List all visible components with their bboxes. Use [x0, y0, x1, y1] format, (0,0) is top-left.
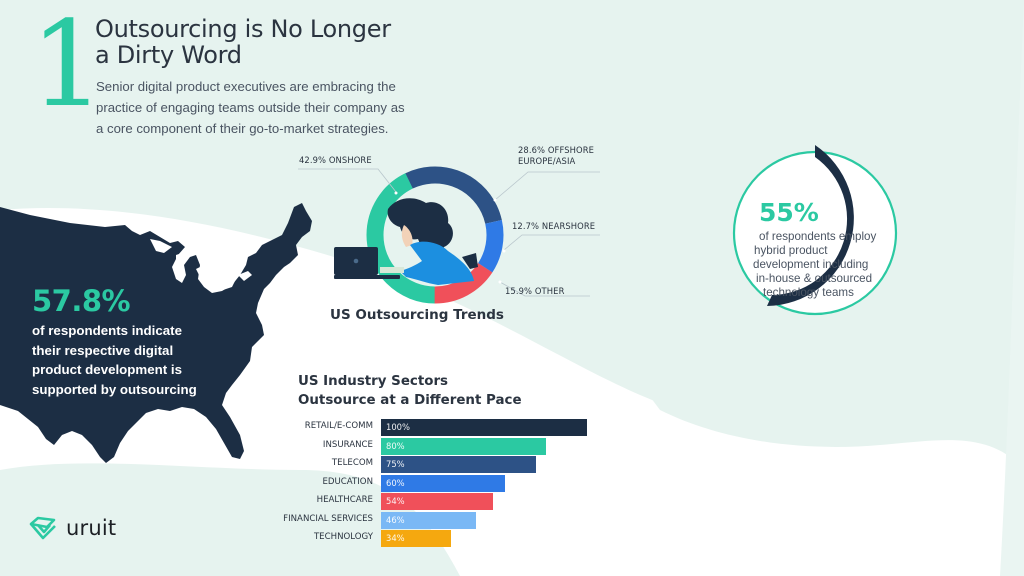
- donut-chart-title: US Outsourcing Trends: [330, 307, 504, 323]
- bar-retail: 100%: [381, 419, 587, 436]
- outsourcing-donut-chart: [366, 166, 504, 304]
- bar-healthcare: 54%: [381, 493, 493, 510]
- uruit-logo-icon: [29, 516, 56, 540]
- hybrid-ring-chart: [732, 145, 898, 316]
- subtitle: Senior digital product executives are em…: [96, 76, 436, 139]
- brand-name: uruit: [66, 516, 117, 540]
- title-line-1: Outsourcing is No Longer: [95, 15, 391, 43]
- bar-label: HEALTHCARE: [316, 495, 373, 505]
- title-line-2: a Dirty Word: [95, 41, 242, 69]
- bar-technology: 34%: [381, 530, 451, 547]
- bar-label: FINANCIAL SERVICES: [283, 513, 373, 524]
- map-stat-description: of respondents indicate their respective…: [32, 321, 197, 399]
- legend-other: 15.9% OTHER: [505, 286, 565, 296]
- bar-telecom: 75%: [381, 456, 536, 473]
- bar-label: RETAIL/E-COMM: [304, 421, 373, 431]
- legend-offshore-line-1: 28.6% OFFSHORE: [518, 145, 595, 155]
- page-title: Outsourcing is No Longer a Dirty Word: [95, 16, 391, 68]
- section-number: 1: [30, 0, 106, 133]
- legend-nearshore: 12.7% NEARSHORE: [512, 221, 596, 231]
- donut-leader-lines: [298, 168, 600, 297]
- bar-row-financial: FINANCIAL SERVICES 46%: [260, 511, 600, 529]
- woman-laptop-illustration: [334, 198, 478, 285]
- bar-row-technology: TECHNOLOGY 34%: [260, 530, 600, 547]
- bar-value: 75%: [386, 459, 405, 469]
- subtitle-line: practice of engaging teams outside their…: [96, 100, 405, 115]
- bar-label: TELECOM: [331, 458, 373, 468]
- bar-value: 60%: [386, 477, 405, 488]
- bar-label: TECHNOLOGY: [313, 532, 373, 542]
- bar-financial: 46%: [381, 511, 476, 529]
- ring-stat-line: hybrid product: [754, 244, 828, 257]
- bar-education: 60%: [381, 474, 505, 492]
- bar-value: 34%: [386, 533, 405, 543]
- map-stat-line: of respondents indicate: [32, 323, 182, 338]
- sectors-title-line-1: US Industry Sectors: [298, 374, 449, 389]
- bar-label: INSURANCE: [322, 439, 373, 450]
- bar-value: 100%: [386, 422, 410, 432]
- map-stat-line: product development is: [32, 362, 182, 377]
- bar-value: 80%: [386, 440, 405, 451]
- legend-onshore: 42.9% ONSHORE: [299, 155, 372, 165]
- map-stat-percent: 57.8%: [32, 284, 131, 318]
- map-stat-line: their respective digital: [32, 342, 174, 358]
- bar-row-insurance: INSURANCE 80%: [260, 437, 600, 455]
- ring-stat-line: in-house & outsourced: [756, 272, 873, 285]
- sectors-title-line-2: Outsource at a Different Pace: [298, 393, 522, 408]
- bar-row-telecom: TELECOM 75%: [260, 456, 600, 473]
- subtitle-line: Senior digital product executives are em…: [96, 79, 396, 94]
- brand-logo: uruit: [28, 516, 116, 540]
- us-map-illustration: [0, 203, 312, 463]
- map-statistic: 57.8% of respondents indicate their resp…: [32, 285, 197, 399]
- ring-stat-line: of respondents employ: [759, 230, 877, 243]
- bar-value: 54%: [386, 496, 405, 506]
- bar-value: 46%: [386, 514, 405, 525]
- bar-row-healthcare: HEALTHCARE 54%: [260, 493, 600, 510]
- bar-insurance: 80%: [381, 437, 546, 455]
- ring-stat-percent: 55%: [759, 198, 819, 227]
- bar-label: EDUCATION: [322, 476, 373, 487]
- sectors-chart-title: US Industry Sectors Outsource at a Diffe…: [298, 372, 522, 410]
- ring-stat-line: technology teams: [763, 286, 854, 299]
- subtitle-line: a core component of their go-to-market s…: [96, 121, 389, 136]
- bar-row-education: EDUCATION 60%: [260, 474, 600, 492]
- bar-row-retail: RETAIL/E-COMM 100%: [260, 419, 600, 436]
- legend-offshore: 28.6% OFFSHORE EUROPE/ASIA: [518, 145, 594, 167]
- ring-stat-line: development including: [753, 258, 869, 271]
- legend-offshore-line-2: EUROPE/ASIA: [518, 156, 576, 166]
- map-stat-line: supported by outsourcing: [32, 381, 197, 397]
